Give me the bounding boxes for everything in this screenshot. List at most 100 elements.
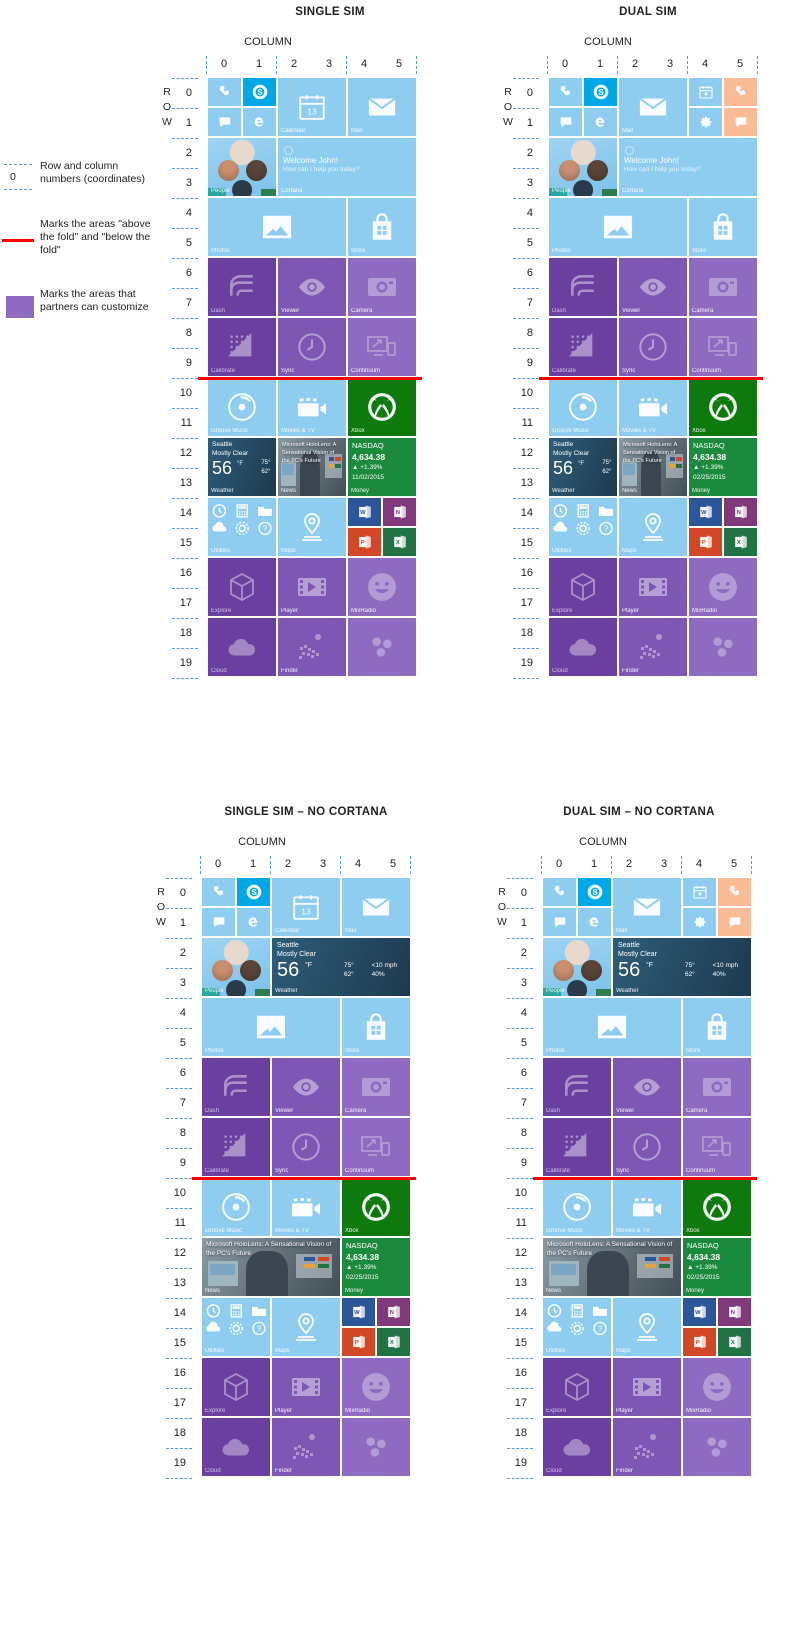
tile-mail[interactable]: Mail — [348, 78, 417, 137]
tile-skype[interactable] — [584, 78, 618, 107]
tile-xbox[interactable]: Xbox — [342, 1178, 411, 1237]
tile-sync[interactable]: Sync — [272, 1118, 341, 1177]
tile-weather[interactable]: Seattle Mostly Clear 56 °F 75° 62° Weathe… — [549, 438, 618, 497]
tile-calibrate[interactable]: Calibrate — [202, 1118, 271, 1177]
tile-partner-app[interactable] — [689, 618, 758, 677]
tile-xbox[interactable]: Xbox — [348, 378, 417, 437]
tile-explore[interactable]: Explore — [208, 558, 277, 617]
tile-movies-tv[interactable]: Movies & TV — [278, 378, 347, 437]
tile-edge[interactable] — [578, 908, 612, 937]
tile-cloud[interactable]: Cloud — [543, 1418, 612, 1477]
tile-sync[interactable]: Sync — [278, 318, 347, 377]
tile-excel[interactable]: X — [383, 528, 417, 557]
tile-cloud[interactable]: Cloud — [208, 618, 277, 677]
tile-news[interactable]: Microsoft HoloLens: A Sensational Vision… — [278, 438, 347, 497]
tile-partner-app[interactable] — [348, 618, 417, 677]
tile-xbox[interactable]: Xbox — [683, 1178, 752, 1237]
tile-camera[interactable]: Camera — [342, 1058, 411, 1117]
tile-continuum[interactable]: Continuum — [683, 1118, 752, 1177]
tile-cloud[interactable]: Cloud — [549, 618, 618, 677]
tile-maps[interactable]: Maps — [619, 498, 688, 557]
tile-calibrate[interactable]: Calibrate — [549, 318, 618, 377]
tile-word[interactable]: W — [342, 1298, 376, 1327]
tile-mail[interactable]: Mail — [613, 878, 682, 937]
tile-people[interactable]: People — [549, 138, 618, 197]
tile-onenote[interactable]: N — [383, 498, 417, 527]
tile-phone[interactable] — [202, 878, 236, 907]
tile-finder[interactable]: Finder — [278, 618, 347, 677]
tile-partner-app[interactable] — [683, 1418, 752, 1477]
tile-viewer[interactable]: Viewer — [272, 1058, 341, 1117]
tile-explore[interactable]: Explore — [202, 1358, 271, 1417]
tile-mixradio[interactable]: MixRadio — [342, 1358, 411, 1417]
tile-phone[interactable] — [543, 878, 577, 907]
tile-powerpoint[interactable]: P — [342, 1328, 376, 1357]
tile-cloud[interactable]: Cloud — [202, 1418, 271, 1477]
tile-settings[interactable] — [683, 908, 717, 937]
tile-dash[interactable]: Dash — [543, 1058, 612, 1117]
tile-people[interactable]: People — [543, 938, 612, 997]
tile-messaging-sim2[interactable] — [718, 908, 752, 937]
tile-phone-sim2[interactable] — [718, 878, 752, 907]
tile-money[interactable]: NASDAQ 4,634.38 ▲ +1.39% 02/25/2015 Money — [683, 1238, 752, 1297]
tile-camera[interactable]: Camera — [683, 1058, 752, 1117]
tile-store[interactable]: Store — [348, 198, 417, 257]
tile-money[interactable]: NASDAQ 4,634.38 ▲ +1.39% 02/25/2015 Money — [342, 1238, 411, 1297]
tile-continuum[interactable]: Continuum — [348, 318, 417, 377]
tile-maps[interactable]: Maps — [272, 1298, 341, 1357]
tile-messaging[interactable] — [543, 908, 577, 937]
tile-mixradio[interactable]: MixRadio — [683, 1358, 752, 1417]
tile-calendar[interactable]: 13 Calendar — [272, 878, 341, 937]
tile-player[interactable]: Player — [278, 558, 347, 617]
tile-phone[interactable] — [208, 78, 242, 107]
tile-partner-app[interactable] — [342, 1418, 411, 1477]
tile-utilities[interactable]: ? Utilities — [208, 498, 277, 557]
tile-word[interactable]: W — [683, 1298, 717, 1327]
tile-maps[interactable]: Maps — [278, 498, 347, 557]
tile-store[interactable]: Store — [689, 198, 758, 257]
tile-word[interactable]: W — [348, 498, 382, 527]
tile-cortana[interactable]: Welcome John! How can I help you today? … — [278, 138, 417, 197]
tile-player[interactable]: Player — [619, 558, 688, 617]
tile-photos[interactable]: Photos — [208, 198, 347, 257]
tile-explore[interactable]: Explore — [549, 558, 618, 617]
tile-excel[interactable]: X — [377, 1328, 411, 1357]
tile-player[interactable]: Player — [613, 1358, 682, 1417]
tile-viewer[interactable]: Viewer — [619, 258, 688, 317]
tile-movies-tv[interactable]: Movies & TV — [619, 378, 688, 437]
tile-sync[interactable]: Sync — [619, 318, 688, 377]
tile-powerpoint[interactable]: P — [348, 528, 382, 557]
tile-mail[interactable]: Mail — [619, 78, 688, 137]
tile-word[interactable]: W — [689, 498, 723, 527]
tile-maps[interactable]: Maps — [613, 1298, 682, 1357]
tile-movies-tv[interactable]: Movies & TV — [272, 1178, 341, 1237]
tile-dash[interactable]: Dash — [208, 258, 277, 317]
tile-groove-music[interactable]: Groove Music — [202, 1178, 271, 1237]
tile-messaging[interactable] — [202, 908, 236, 937]
tile-calendar[interactable] — [683, 878, 717, 907]
tile-news[interactable]: Microsoft HoloLens: A Sensational Vision… — [543, 1238, 682, 1297]
tile-weather[interactable]: Seattle Mostly Clear 56 °F 75° 62° <10 m… — [613, 938, 752, 997]
tile-edge[interactable] — [237, 908, 271, 937]
tile-phone-sim2[interactable] — [724, 78, 758, 107]
tile-news[interactable]: Microsoft HoloLens: A Sensational Vision… — [202, 1238, 341, 1297]
tile-continuum[interactable]: Continuum — [342, 1118, 411, 1177]
tile-mail[interactable]: Mail — [342, 878, 411, 937]
tile-mixradio[interactable]: MixRadio — [348, 558, 417, 617]
tile-settings[interactable] — [689, 108, 723, 137]
tile-store[interactable]: Store — [342, 998, 411, 1057]
tile-powerpoint[interactable]: P — [683, 1328, 717, 1357]
tile-onenote[interactable]: N — [377, 1298, 411, 1327]
tile-calendar[interactable] — [689, 78, 723, 107]
tile-finder[interactable]: Finder — [619, 618, 688, 677]
tile-edge[interactable] — [584, 108, 618, 137]
tile-player[interactable]: Player — [272, 1358, 341, 1417]
tile-continuum[interactable]: Continuum — [689, 318, 758, 377]
tile-utilities[interactable]: ? Utilities — [202, 1298, 271, 1357]
tile-calendar[interactable]: 13 Calendar — [278, 78, 347, 137]
tile-calibrate[interactable]: Calibrate — [208, 318, 277, 377]
tile-weather[interactable]: Seattle Mostly Clear 56 °F 75° 62° <10 m… — [272, 938, 411, 997]
tile-xbox[interactable]: Xbox — [689, 378, 758, 437]
tile-dash[interactable]: Dash — [202, 1058, 271, 1117]
tile-people[interactable]: People — [208, 138, 277, 197]
